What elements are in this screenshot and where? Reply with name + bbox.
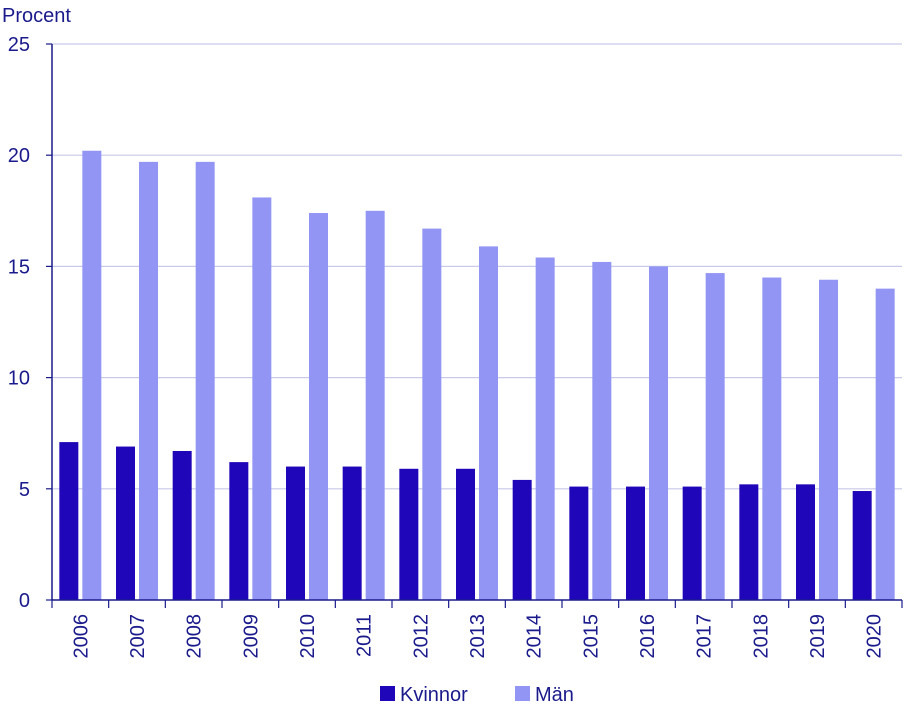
x-tick-label-2011: 2011: [354, 614, 376, 657]
x-tick-label-2009: 2009: [240, 614, 262, 659]
bar-kvinnor-2009: [229, 462, 249, 600]
bar-kvinnor-2017: [682, 486, 702, 600]
bar-kvinnor-2007: [116, 446, 135, 600]
y-tick-label: 0: [19, 590, 30, 612]
y-tick-label: 5: [19, 479, 30, 501]
y-axis-ticks: 0 5 10 15 20 25: [8, 34, 52, 612]
bar-man-2018: [762, 277, 782, 600]
x-tick-label-2006: 2006: [70, 614, 92, 659]
bar-kvinnor-2015: [569, 486, 589, 600]
bar-man-2011: [365, 210, 385, 601]
bar-kvinnor-2018: [739, 484, 759, 600]
bar-kvinnor-2011: [342, 466, 362, 600]
bar-man-2013: [479, 246, 498, 600]
x-tick-label-2020: 2020: [864, 614, 886, 659]
bar-kvinnor-2019: [796, 484, 815, 600]
bar-kvinnor-2020: [852, 491, 872, 600]
bar-man-2007: [139, 161, 158, 600]
legend-label-man: Män: [535, 684, 574, 706]
bar-man-2019: [819, 279, 838, 600]
bar-man-2006: [82, 150, 102, 600]
bar-man-2017: [705, 273, 725, 600]
x-tick-label-2017: 2017: [694, 614, 716, 659]
bar-man-2014: [535, 257, 555, 600]
bar-kvinnor-2014: [512, 479, 532, 600]
x-tick-label-2013: 2013: [467, 614, 489, 659]
y-tick-label: 25: [8, 34, 30, 56]
x-tick-label-2018: 2018: [750, 614, 772, 659]
x-tick-label-2007: 2007: [127, 614, 149, 659]
x-tick-label-2015: 2015: [580, 614, 602, 659]
x-tick-label-2016: 2016: [637, 614, 659, 659]
y-tick-label: 10: [8, 368, 30, 390]
legend: Kvinnor Män: [380, 684, 574, 706]
axes: [51, 44, 902, 601]
bars: [59, 150, 895, 601]
bar-man-2009: [252, 197, 272, 600]
bar-man-2016: [649, 266, 668, 600]
bar-man-2020: [875, 288, 895, 600]
x-tick-label-2012: 2012: [410, 614, 432, 659]
bar-kvinnor-2010: [286, 466, 305, 600]
x-tick-label-2010: 2010: [297, 614, 319, 659]
bar-kvinnor-2008: [172, 450, 192, 600]
y-tick-label: 15: [8, 256, 30, 278]
bar-man-2012: [422, 228, 442, 601]
bar-kvinnor-2006: [59, 442, 79, 600]
bar-kvinnor-2016: [626, 486, 645, 600]
y-axis-title: Procent: [2, 5, 71, 27]
bar-man-2015: [592, 261, 612, 600]
bar-man-2008: [195, 161, 215, 600]
y-tick-label: 20: [8, 145, 30, 167]
bar-kvinnor-2013: [456, 468, 475, 600]
x-tick-label-2019: 2019: [807, 614, 829, 659]
x-tick-label-2014: 2014: [524, 614, 546, 659]
x-tick-label-2008: 2008: [184, 614, 206, 659]
legend-label-kvinnor: Kvinnor: [400, 684, 468, 706]
gridlines: [52, 43, 902, 490]
legend-swatch-man: [515, 686, 530, 701]
bar-kvinnor-2012: [399, 468, 419, 600]
legend-swatch-kvinnor: [380, 686, 395, 701]
bar-man-2010: [309, 213, 328, 601]
x-axis-ticks: 2006 2007 2008 2009 2010 2011 2012 2013 2014 2015…: [51, 600, 903, 659]
